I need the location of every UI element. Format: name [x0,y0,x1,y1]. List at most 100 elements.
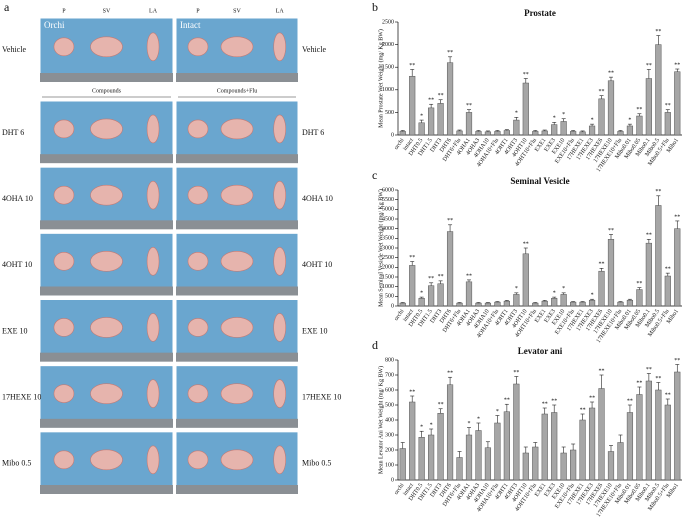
y-tick-label: 700 [385,372,394,378]
significance: ** [674,214,680,220]
bar [418,122,425,136]
significance: * [515,111,518,117]
row-label: 4OHT 10 [2,260,32,269]
y-tick-label: 5000 [382,207,394,213]
row-label: Mibo 0.5 [2,459,31,468]
significance: ** [646,233,652,239]
tissue [53,37,75,57]
row-label: 17HEXE 10 [302,393,341,402]
tissue [53,252,75,271]
y-tick-label: 1500 [382,65,394,71]
significance: ** [438,93,444,99]
bar [541,413,548,481]
bar [409,75,416,136]
ruler [176,485,298,494]
bar [456,302,463,307]
bar [551,298,558,307]
tissue [146,32,160,62]
column-header: P [62,8,66,14]
significance: ** [438,274,444,280]
tissue [90,383,123,404]
bar [541,300,548,307]
y-tick-label: 6000 [382,187,394,193]
tissue [53,450,75,470]
significance: * [628,118,631,124]
significance: ** [608,71,614,77]
significance: * [468,421,471,427]
bar [532,446,539,481]
significance: ** [589,395,595,401]
bar [617,442,624,481]
bar [399,302,406,307]
column-header: SV [103,8,111,14]
bar [645,242,652,307]
bar [428,434,435,481]
ruler [40,418,173,428]
chart-title: Prostate [524,8,556,18]
bar [475,430,482,481]
ruler [40,485,173,494]
bar [409,265,416,307]
column-header: P [196,8,200,14]
bar [475,302,482,307]
bar [494,301,501,307]
significance: ** [542,401,548,407]
bar [645,380,652,481]
chart-title: Seminal Vesicle [510,176,569,186]
ruler [176,352,298,362]
tissue [146,379,160,408]
significance: ** [665,103,671,109]
tissue [187,185,209,205]
y-tick-label: 2500 [382,19,394,25]
y-tick-label: 100 [385,462,394,468]
y-tick-label: 300 [385,432,394,438]
significance: ** [655,376,661,382]
ruler [40,352,173,362]
bar [617,301,624,307]
bar [551,412,558,481]
bar [645,78,652,136]
significance: ** [646,367,652,373]
photo-label: Orchi [44,20,65,30]
bar [484,302,492,307]
significance: ** [447,371,453,377]
ruler [40,73,173,82]
bar [465,112,473,136]
significance: ** [551,398,557,404]
tissue [146,114,160,144]
significance: ** [523,72,529,78]
bar [626,299,634,307]
y-tick-label: 2500 [382,255,394,261]
bar [418,298,425,307]
row-label: 4OHA 10 [2,194,33,203]
tissue [146,445,160,475]
y-tick-label: 0 [391,477,394,483]
bar [617,131,624,136]
treatment-header: Compounds [92,88,122,94]
bar [465,434,473,481]
bar [560,294,567,307]
tissue [90,251,123,272]
panel-label: c [372,168,377,182]
ruler [176,73,298,82]
bar [664,275,671,307]
ruler [40,286,173,296]
tissue [187,252,209,271]
y-axis-title: Mean Prostate Wet Weight (mg/ Kg BW) [377,29,384,128]
tissue [220,36,254,58]
bar [579,419,586,481]
significance: ** [674,62,680,68]
row-label: EXE 10 [302,326,328,335]
bar [674,71,681,136]
bar [428,285,435,307]
bar [588,407,596,481]
bar [655,389,662,481]
tissue [90,317,123,338]
bar [513,294,520,307]
tissue [220,449,254,471]
significance: * [562,112,565,118]
bar [418,437,425,481]
significance: * [477,416,480,422]
significance: ** [504,398,510,404]
